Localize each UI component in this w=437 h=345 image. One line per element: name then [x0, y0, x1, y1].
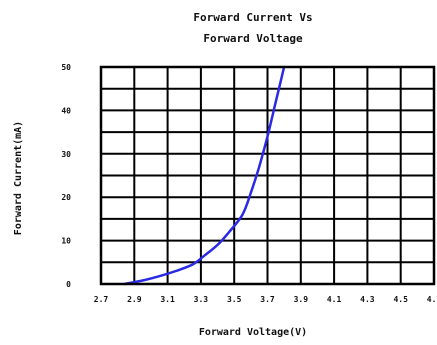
x-tick-label: 4.3	[360, 295, 375, 304]
x-tick-label: 4.1	[327, 295, 342, 304]
x-tick-label: 2.9	[127, 295, 142, 304]
y-tick-label: 50	[61, 63, 71, 72]
chart-title-line-2: Forward Voltage	[203, 32, 303, 45]
y-tick-label: 30	[61, 150, 71, 159]
y-tick-label: 0	[66, 280, 71, 289]
x-tick-label: 3.3	[194, 295, 209, 304]
grid	[101, 67, 434, 284]
x-tick-label: 3.5	[227, 295, 242, 304]
y-tick-label: 10	[61, 237, 71, 246]
x-tick-label: 3.9	[294, 295, 309, 304]
series-layer	[123, 65, 286, 286]
x-tick-label: 4.5	[393, 295, 408, 304]
x-tick-labels: 2.7 2.9 3.1 3.3 3.5 3.7 3.9 4.1 4.3 4.5 4.7	[94, 295, 437, 304]
series-line	[123, 65, 286, 286]
y-tick-label: 20	[61, 193, 71, 202]
plot-frame	[99, 65, 436, 286]
chart-title-line-1: Forward Current Vs	[193, 11, 312, 24]
x-tick-label: 3.7	[260, 295, 275, 304]
y-axis-label: Forward Current(mA)	[13, 121, 24, 235]
x-tick-label: 2.7	[94, 295, 109, 304]
y-tick-label: 40	[61, 106, 71, 115]
x-tick-label: 4.7	[427, 295, 437, 304]
x-axis-label: Forward Voltage(V)	[199, 327, 307, 338]
x-tick-label: 3.1	[160, 295, 175, 304]
y-tick-labels: 0 10 20 30 40 50	[61, 63, 71, 289]
